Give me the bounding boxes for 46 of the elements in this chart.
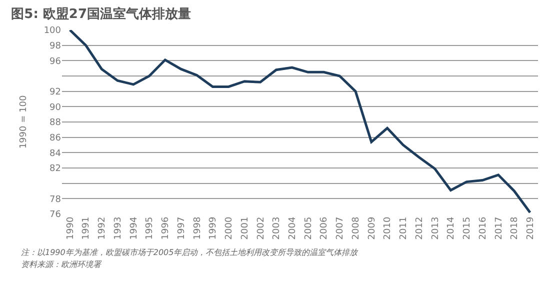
y-tick-label: 96: [50, 56, 62, 67]
y-tick-label: 82: [50, 164, 61, 174]
x-tick-label: 1992: [98, 216, 108, 240]
y-axis-title: 1990 = 100: [19, 95, 30, 149]
x-tick-label: 2018: [510, 216, 520, 240]
x-tick-label: 2009: [367, 216, 378, 240]
x-tick-label: 2015: [462, 216, 473, 240]
x-tick-label: 2002: [256, 216, 266, 240]
x-tick-label: 1990: [66, 216, 76, 240]
x-tick-label: 1999: [208, 216, 219, 240]
x-tick-label: 2012: [414, 216, 425, 240]
x-tick-label: 2017: [494, 216, 504, 240]
y-tick-label: 76: [50, 210, 62, 220]
x-tick-label: 2003: [272, 216, 282, 240]
x-tick-label: 2006: [320, 216, 330, 240]
y-tick-label: 86: [50, 133, 62, 144]
x-tick-label: 2008: [351, 216, 362, 240]
x-tick-label: 2019: [526, 216, 536, 240]
x-tick-label: 2014: [446, 216, 457, 240]
y-tick-label: 84: [50, 148, 62, 159]
x-tick-label: 1993: [113, 216, 124, 240]
y-tick-label: 92: [50, 87, 61, 98]
y-tick-label: 88: [50, 118, 62, 128]
x-tick-label: 2007: [336, 216, 346, 240]
x-tick-label: 2011: [399, 216, 410, 240]
x-tick-label: 1997: [176, 216, 187, 240]
y-tick-label: 78: [50, 194, 62, 205]
x-tick-label: 1996: [161, 216, 172, 240]
x-tick-label: 2000: [224, 216, 235, 240]
x-tick-label: 1994: [129, 216, 140, 240]
x-tick-label: 2016: [478, 216, 488, 240]
text: 注：以1990年为基准，欧盟碳市场于2005年启动，不包括土地利用改变所导致的温室气体排放: [21, 248, 359, 257]
x-tick-label: 1995: [145, 216, 156, 240]
x-tick-label: 2001: [240, 216, 250, 240]
x-tick-label: 2004: [288, 216, 298, 240]
y-tick-label: 90: [50, 102, 62, 113]
x-tick-label: 2013: [430, 216, 441, 240]
x-tick-label: 1991: [82, 216, 92, 240]
y-tick-label: 100: [44, 26, 62, 36]
y-tick-label: 98: [50, 41, 62, 52]
x-tick-label: 2005: [304, 216, 314, 240]
x-tick-label: 2010: [383, 216, 394, 240]
text: 资料来源：欧洲环境署: [21, 260, 102, 269]
line-series: [68, 30, 532, 214]
x-tick-label: 1998: [192, 216, 203, 240]
chart-title: 图5: 欧盟27国温室气体排放量: [11, 6, 192, 22]
